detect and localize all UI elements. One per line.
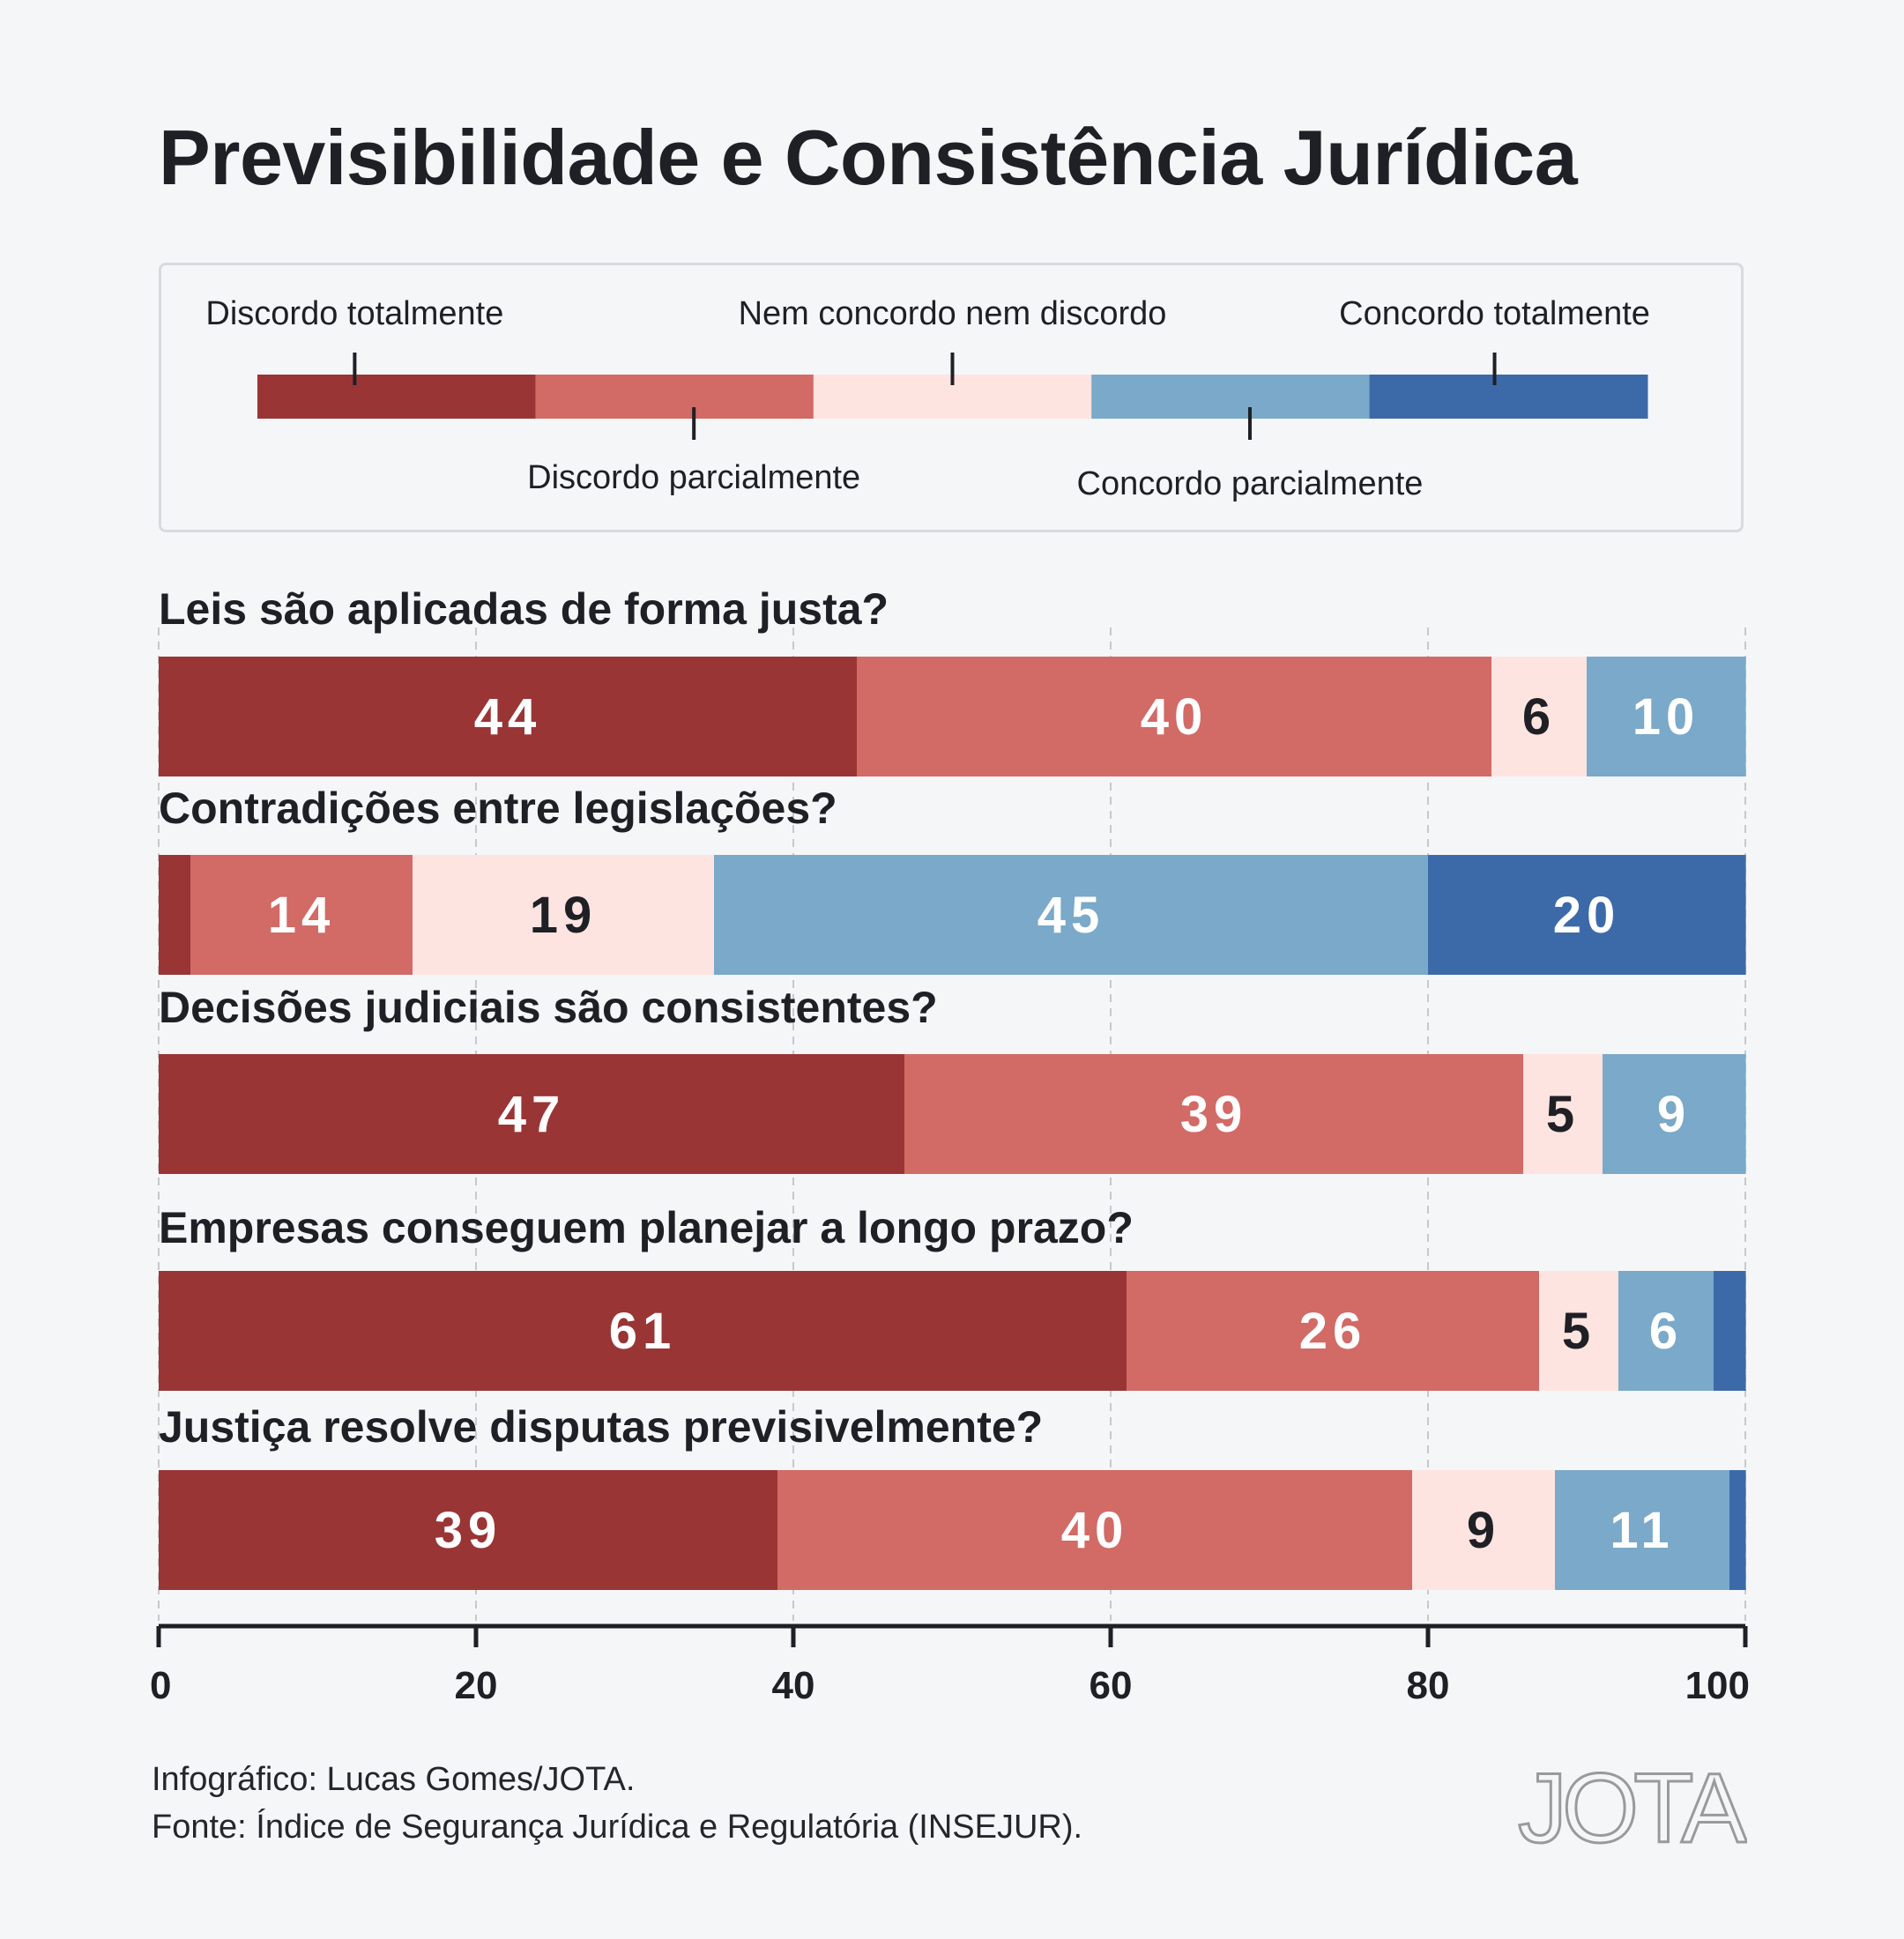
- x-tick-label: 60: [1090, 1664, 1133, 1707]
- data-label: 44: [474, 688, 542, 746]
- legend-label-discordo-parcialmente: Discordo parcialmente: [527, 459, 860, 496]
- data-label: 9: [1657, 1086, 1691, 1143]
- legend-swatch-discordo-parcialmente: [535, 375, 814, 419]
- legend-label-concordo-totalmente: Concordo totalmente: [1339, 295, 1650, 332]
- question-label-5: Justiça resolve disputas previsivelmente…: [159, 1402, 1043, 1452]
- x-tick-label: 20: [455, 1664, 498, 1707]
- bar-row-4: 61 26 5 6: [159, 1271, 1746, 1391]
- chart-title: Previsibilidade e Consistência Jurídica: [159, 114, 1578, 201]
- x-tick-label: 40: [772, 1664, 815, 1707]
- data-label: 26: [1299, 1303, 1367, 1360]
- bar-row-1: 44 40 6 10: [159, 657, 1746, 776]
- bar-segment-discordo-totalmente: [159, 657, 858, 776]
- question-label-4: Empresas conseguem planejar a longo praz…: [159, 1203, 1134, 1252]
- bar-segment-concordo-parcialmente: [1555, 1470, 1730, 1590]
- question-label-3: Decisões judiciais são consistentes?: [159, 983, 938, 1032]
- data-source-note: Fonte: Índice de Segurança Jurídica e Re…: [152, 1809, 1083, 1846]
- bar-segment-nem-concordo-nem-discordo: [1412, 1470, 1556, 1590]
- bar-segment-concordo-parcialmente: [1603, 1054, 1746, 1174]
- bar-segment-concordo-parcialmente: [1587, 657, 1746, 776]
- legend: Discordo totalmente Discordo parcialmente…: [205, 295, 1650, 502]
- data-label: 11: [1610, 1502, 1674, 1559]
- bar-segment-concordo-parcialmente: [714, 855, 1429, 975]
- data-label: 10: [1633, 688, 1700, 746]
- bar-segment-discordo-totalmente: [159, 1271, 1127, 1391]
- legend-panel: [159, 263, 1744, 532]
- bar-segment-nem-concordo-nem-discordo: [1491, 657, 1588, 776]
- data-label: 39: [435, 1502, 502, 1559]
- bar-segment-discordo-parcialmente: [904, 1054, 1524, 1174]
- x-tick-label: 0: [150, 1664, 171, 1707]
- bar-segment-concordo-totalmente: [1428, 855, 1746, 975]
- legend-swatch-discordo-totalmente: [257, 375, 536, 419]
- x-tick-label: 80: [1407, 1664, 1450, 1707]
- data-label: 6: [1649, 1303, 1683, 1360]
- data-label: 47: [498, 1086, 566, 1143]
- data-label: 39: [1180, 1086, 1248, 1143]
- bar-segment-discordo-parcialmente: [1127, 1271, 1540, 1391]
- question-label-2: Contradições entre legislações?: [159, 784, 837, 833]
- bar-segment-concordo-totalmente: [1729, 1470, 1746, 1590]
- bar-row-5: 39 40 9 11: [159, 1470, 1746, 1590]
- bar-row-2: 14 19 45 20: [159, 855, 1746, 975]
- data-label: 20: [1553, 887, 1621, 944]
- bar-segment-discordo-parcialmente: [777, 1470, 1413, 1590]
- stacked-bar-chart: Leis são aplicadas de forma justa? Contra…: [150, 584, 1750, 1707]
- bar-segment-discordo-parcialmente: [857, 657, 1492, 776]
- infographic-credit: Infográfico: Lucas Gomes/JOTA.: [152, 1761, 636, 1798]
- bar-segment-discordo-totalmente: [159, 855, 191, 975]
- legend-swatch-concordo-parcialmente: [1091, 375, 1371, 419]
- legend-label-concordo-parcialmente: Concordo parcialmente: [1077, 465, 1424, 502]
- jota-logo: JOTA: [1518, 1757, 1747, 1854]
- bar-segment-nem-concordo-nem-discordo: [413, 855, 715, 975]
- data-label: 61: [609, 1303, 677, 1360]
- data-label: 6: [1522, 688, 1556, 746]
- bar-segment-nem-concordo-nem-discordo: [1539, 1271, 1619, 1391]
- bar-row-3: 47 39 5 9: [159, 1054, 1746, 1174]
- data-label: 19: [530, 887, 598, 944]
- question-label-1: Leis são aplicadas de forma justa?: [159, 584, 889, 634]
- data-label: 14: [268, 887, 336, 944]
- bar-segment-concordo-totalmente: [1714, 1271, 1746, 1391]
- bar-segment-discordo-parcialmente: [190, 855, 413, 975]
- data-label: 40: [1141, 688, 1209, 746]
- data-label: 5: [1546, 1086, 1580, 1143]
- data-label: 9: [1467, 1502, 1500, 1559]
- x-tick-label: 100: [1685, 1664, 1750, 1707]
- data-label: 5: [1562, 1303, 1595, 1360]
- bar-segment-discordo-totalmente: [159, 1470, 778, 1590]
- legend-swatch-concordo-totalmente: [1369, 375, 1648, 419]
- data-label: 45: [1038, 887, 1105, 944]
- svg-text:JOTA: JOTA: [1518, 1757, 1747, 1854]
- bar-segment-nem-concordo-nem-discordo: [1523, 1054, 1603, 1174]
- legend-label-discordo-totalmente: Discordo totalmente: [205, 295, 503, 332]
- bar-segment-concordo-parcialmente: [1618, 1271, 1714, 1391]
- data-label: 40: [1061, 1502, 1129, 1559]
- legend-label-nem-concordo-nem-discordo: Nem concordo nem discordo: [739, 295, 1167, 332]
- bar-segment-discordo-totalmente: [159, 1054, 905, 1174]
